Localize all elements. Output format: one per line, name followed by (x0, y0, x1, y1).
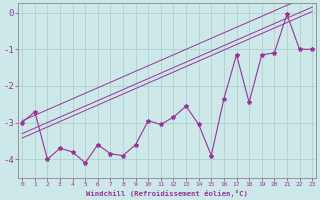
X-axis label: Windchill (Refroidissement éolien,°C): Windchill (Refroidissement éolien,°C) (86, 190, 248, 197)
